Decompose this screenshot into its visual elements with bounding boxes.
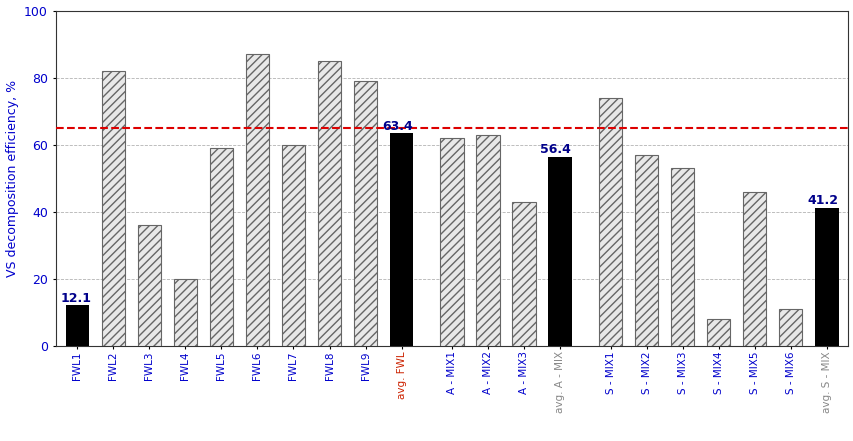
- Text: 63.4: 63.4: [381, 120, 412, 133]
- Text: 12.1: 12.1: [61, 292, 92, 305]
- Y-axis label: VS decomposition efficiency, %: VS decomposition efficiency, %: [6, 79, 19, 277]
- Bar: [390, 133, 413, 346]
- Bar: [137, 225, 161, 346]
- Bar: [634, 155, 658, 346]
- Bar: [778, 309, 802, 346]
- Bar: [598, 98, 622, 346]
- Bar: [706, 319, 729, 346]
- Bar: [66, 305, 89, 346]
- Bar: [670, 168, 693, 346]
- Bar: [317, 61, 341, 346]
- Text: 56.4: 56.4: [540, 143, 571, 156]
- Bar: [210, 148, 233, 346]
- Bar: [173, 279, 197, 346]
- Bar: [814, 208, 838, 346]
- Bar: [440, 138, 463, 346]
- Bar: [281, 145, 305, 346]
- Text: 41.2: 41.2: [806, 194, 837, 207]
- Bar: [476, 135, 499, 346]
- Bar: [102, 71, 125, 346]
- Bar: [512, 202, 535, 346]
- Bar: [246, 54, 269, 346]
- Bar: [742, 191, 765, 346]
- Bar: [548, 157, 572, 346]
- Bar: [353, 81, 377, 346]
